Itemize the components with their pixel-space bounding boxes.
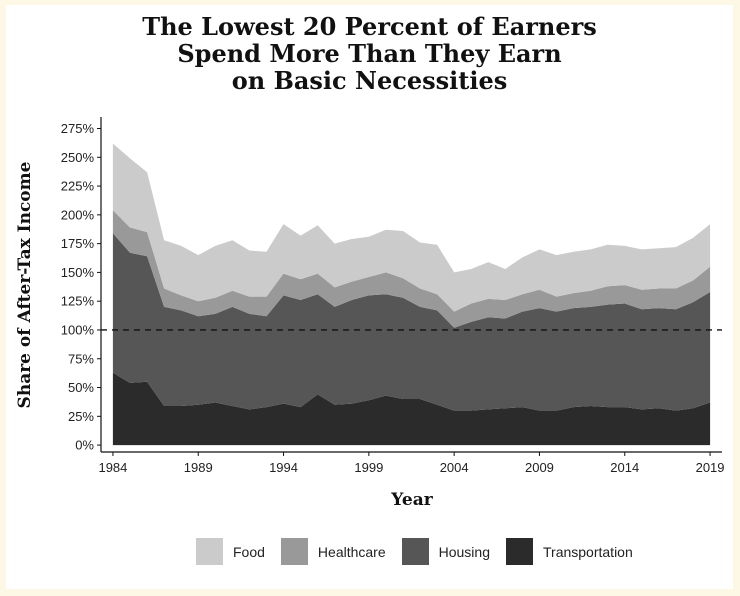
chart-frame: The Lowest 20 Percent of Earners Spend M… <box>6 5 733 589</box>
legend-item-healthcare: Healthcare <box>280 538 386 565</box>
legend-item-food: Food <box>196 538 265 565</box>
area-transportation <box>112 372 711 446</box>
legend-swatch-food <box>196 538 223 565</box>
y-tick-label: 0% <box>75 438 94 453</box>
y-tick-label: 50% <box>68 380 94 395</box>
legend-label-healthcare: Healthcare <box>317 543 386 560</box>
legend-label-food: Food <box>233 543 265 560</box>
stacked-area-chart: 0% 25% 50% 75% 100% 125% 150% 175% 200% 225% 250% 2… <box>15 117 725 510</box>
area-housing <box>112 233 711 411</box>
y-tick-label: 225% <box>61 179 95 194</box>
x-tick-label: 1994 <box>269 460 298 475</box>
y-tick-label: 125% <box>61 294 95 309</box>
chart-title-line-3: on Basic Necessities <box>231 66 508 95</box>
y-tick-label: 75% <box>68 351 94 366</box>
x-tick-label: 1999 <box>354 460 383 475</box>
y-tick-label: 250% <box>61 150 95 165</box>
x-tick-label: 1989 <box>184 460 213 475</box>
legend: Food Healthcare Housing Transportation <box>196 538 649 565</box>
legend-item-housing: Housing <box>401 538 490 565</box>
axes: 0% 25% 50% 75% 100% 125% 150% 175% 200% 225% 250% 2… <box>61 117 725 475</box>
chart-title-line-1: The Lowest 20 Percent of Earners <box>142 12 597 41</box>
series-areas <box>112 143 711 446</box>
y-tick-label: 100% <box>61 322 95 337</box>
x-tick-label: 1984 <box>98 460 127 475</box>
legend-swatch-housing <box>401 538 429 565</box>
legend-swatch-healthcare <box>280 538 308 565</box>
x-tick-label: 2009 <box>525 460 554 475</box>
area-healthcare <box>112 210 711 328</box>
y-tick-label: 150% <box>61 265 95 280</box>
y-tick-label: 175% <box>61 236 95 251</box>
area-food <box>112 143 711 312</box>
y-axis-label: Share of After-Tax Income <box>15 161 35 408</box>
y-tick-label: 200% <box>61 207 95 222</box>
y-tick-label: 25% <box>68 409 94 424</box>
x-tick-label: 2014 <box>610 460 639 475</box>
x-axis-label: Year <box>390 490 433 510</box>
x-tick-label: 2004 <box>440 460 469 475</box>
legend-swatch-transportation <box>506 538 533 565</box>
legend-item-transportation: Transportation <box>506 538 633 565</box>
chart-title: The Lowest 20 Percent of Earners Spend M… <box>6 13 733 94</box>
legend-label-housing: Housing <box>438 543 490 560</box>
legend-label-transportation: Transportation <box>543 543 633 560</box>
y-tick-label: 275% <box>61 121 95 136</box>
x-tick-label: 2019 <box>696 460 725 475</box>
chart-title-line-2: Spend More Than They Earn <box>177 39 562 68</box>
